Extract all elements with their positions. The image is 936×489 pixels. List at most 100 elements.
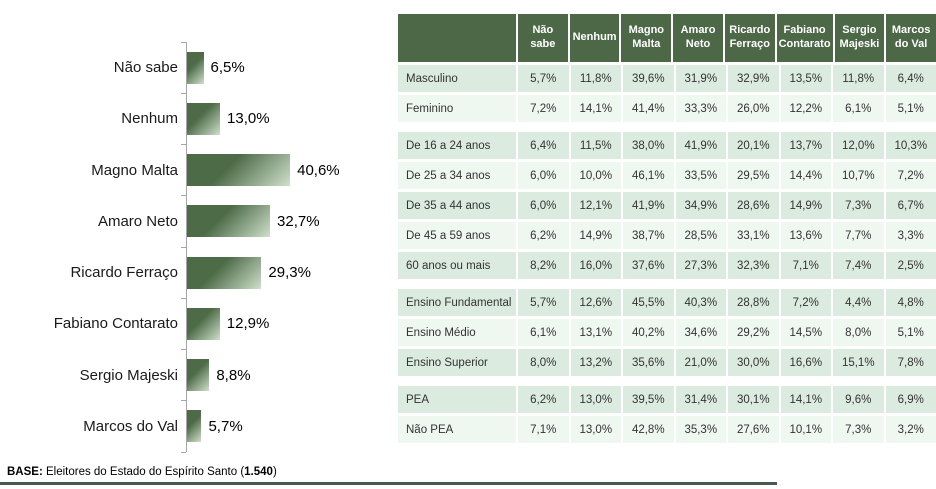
value-cell: 7,3% (833, 416, 884, 443)
bar-value-label: 6,5% (210, 59, 245, 77)
value-cell: 34,6% (675, 319, 726, 346)
table-row: De 45 a 59 anos 6,2% 14,9% 38,7% 28,5% 33,1% 1… (398, 222, 936, 249)
value-cell: 41,4% (623, 95, 674, 122)
value-cell: 27,6% (728, 416, 779, 443)
table-row: Não PEA 7,1% 13,0% 42,8% 35,3% 27,6% 10,1% 7,3%… (398, 416, 936, 443)
base-note: BASE: Eleitores do Estado do Espírito Sa… (7, 466, 277, 478)
bar-value-label: 12,9% (226, 315, 270, 333)
bar-value-label: 13,0% (227, 110, 270, 128)
bar-row: Magno Malta 40,6% (4, 143, 390, 196)
value-cell: 10,7% (833, 162, 884, 189)
column-header-cell: Não sabe (518, 14, 568, 62)
bar (187, 102, 221, 135)
row-label-cell: Não PEA (398, 416, 516, 443)
value-cell: 3,2% (885, 416, 936, 443)
bar (187, 410, 202, 443)
table-row: De 25 a 34 anos 6,0% 10,0% 46,1% 33,5% 29,5% 1… (398, 162, 936, 189)
value-cell: 5,7% (518, 289, 569, 316)
bar (187, 256, 262, 289)
base-suffix: ) (272, 466, 277, 478)
value-cell: 45,5% (623, 289, 674, 316)
value-cell: 6,4% (518, 132, 569, 159)
value-cell: 7,2% (885, 162, 936, 189)
row-label-cell: De 35 a 44 anos (398, 192, 516, 219)
value-cell: 40,3% (675, 289, 726, 316)
bar-category-label: Não sabe (113, 59, 178, 77)
table-row: De 16 a 24 anos 6,4% 11,5% 38,0% 41,9% 20,1% 1… (398, 132, 936, 159)
table-row: Ensino Fundamental 5,7% 12,6% 45,5% 40,3% 28,… (398, 289, 936, 316)
value-cell: 12,6% (570, 289, 621, 316)
bar-category-label: Fabiano Contarato (53, 315, 178, 333)
bar (187, 51, 204, 84)
value-cell: 2,5% (885, 252, 936, 279)
row-label-cell: Ensino Superior (398, 349, 516, 376)
value-cell: 6,7% (885, 192, 936, 219)
bar-value-label: 29,3% (268, 264, 311, 282)
value-cell: 14,9% (780, 192, 831, 219)
row-label-cell: Masculino (398, 65, 516, 92)
value-cell: 5,1% (885, 95, 936, 122)
value-cell: 14,9% (570, 222, 621, 249)
bottom-divider (0, 482, 777, 485)
table-body: Masculino 5,7% 11,8% 39,6% 31,9% 32,9% 13,5% 11… (398, 65, 936, 443)
value-cell: 33,5% (675, 162, 726, 189)
value-cell: 38,0% (623, 132, 674, 159)
value-cell: 13,7% (780, 132, 831, 159)
value-cell: 4,8% (885, 289, 936, 316)
table-row: Ensino Superior 8,0% 13,2% 35,6% 21,0% 30,0% 1… (398, 349, 936, 376)
bar-value-label: 32,7% (277, 212, 320, 230)
value-cell: 26,0% (728, 95, 779, 122)
bar-row: Não sabe 6,5% (4, 41, 390, 94)
value-cell: 16,0% (570, 252, 621, 279)
value-cell: 41,9% (675, 132, 726, 159)
table-row: Masculino 5,7% 11,8% 39,6% 31,9% 32,9% 13,5% 11… (398, 65, 936, 92)
base-label: BASE: (7, 466, 43, 478)
value-cell: 28,8% (728, 289, 779, 316)
value-cell: 8,0% (833, 319, 884, 346)
row-label-cell: Ensino Fundamental (398, 289, 516, 316)
value-cell: 33,3% (675, 95, 726, 122)
table-row: Feminino 7,2% 14,1% 41,4% 33,3% 26,0% 12,2% 6,1… (398, 95, 936, 122)
bar-row: Amaro Neto 32,7% (4, 195, 390, 247)
bar-category-label: Ricardo Ferraço (70, 264, 178, 282)
bar-plot-area: 8,8% (181, 348, 390, 401)
value-cell: 46,1% (623, 162, 674, 189)
bar (187, 205, 271, 238)
value-cell: 32,3% (728, 252, 779, 279)
value-cell: 12,1% (570, 192, 621, 219)
value-cell: 10,1% (780, 416, 831, 443)
value-cell: 28,5% (675, 222, 726, 249)
table-row-group: PEA 6,2% 13,0% 39,5% 31,4% 30,1% 14,1% 9,6% 6,9%… (398, 386, 936, 443)
row-label-cell: Ensino Médio (398, 319, 516, 346)
value-cell: 6,0% (518, 162, 569, 189)
value-cell: 11,8% (570, 65, 621, 92)
value-cell: 41,9% (623, 192, 674, 219)
value-cell: 4,4% (833, 289, 884, 316)
bar-plot-area: 13,0% (181, 92, 390, 145)
value-cell: 3,3% (885, 222, 936, 249)
crosstab-table: Não sabe Nenhum Magno Malta Amaro Neto Ricar… (398, 14, 936, 443)
row-label-cell: De 45 a 59 anos (398, 222, 516, 249)
value-cell: 7,7% (833, 222, 884, 249)
column-header-cell: Amaro Neto (673, 14, 723, 62)
value-cell: 6,1% (833, 95, 884, 122)
value-cell: 8,2% (518, 252, 569, 279)
table-row: De 35 a 44 anos 6,0% 12,1% 41,9% 34,9% 28,6% 1… (398, 192, 936, 219)
value-cell: 5,7% (518, 65, 569, 92)
value-cell: 13,6% (780, 222, 831, 249)
bar-row: Nenhum 13,0% (4, 92, 390, 145)
value-cell: 14,1% (780, 386, 831, 413)
bar-category-label: Sergio Majeski (79, 366, 178, 384)
column-header-cell: Magno Malta (621, 14, 672, 62)
value-cell: 10,0% (570, 162, 621, 189)
table-row: 60 anos ou mais 8,2% 16,0% 37,6% 27,3% 32,3% 7… (398, 252, 936, 279)
value-cell: 13,2% (570, 349, 621, 376)
value-cell: 39,5% (623, 386, 674, 413)
value-cell: 33,1% (728, 222, 779, 249)
value-cell: 13,0% (570, 416, 621, 443)
column-header-cell: Nenhum (569, 14, 620, 62)
row-label-cell: De 25 a 34 anos (398, 162, 516, 189)
value-cell: 29,2% (728, 319, 779, 346)
header-corner-cell (398, 14, 516, 62)
bar (187, 154, 291, 187)
